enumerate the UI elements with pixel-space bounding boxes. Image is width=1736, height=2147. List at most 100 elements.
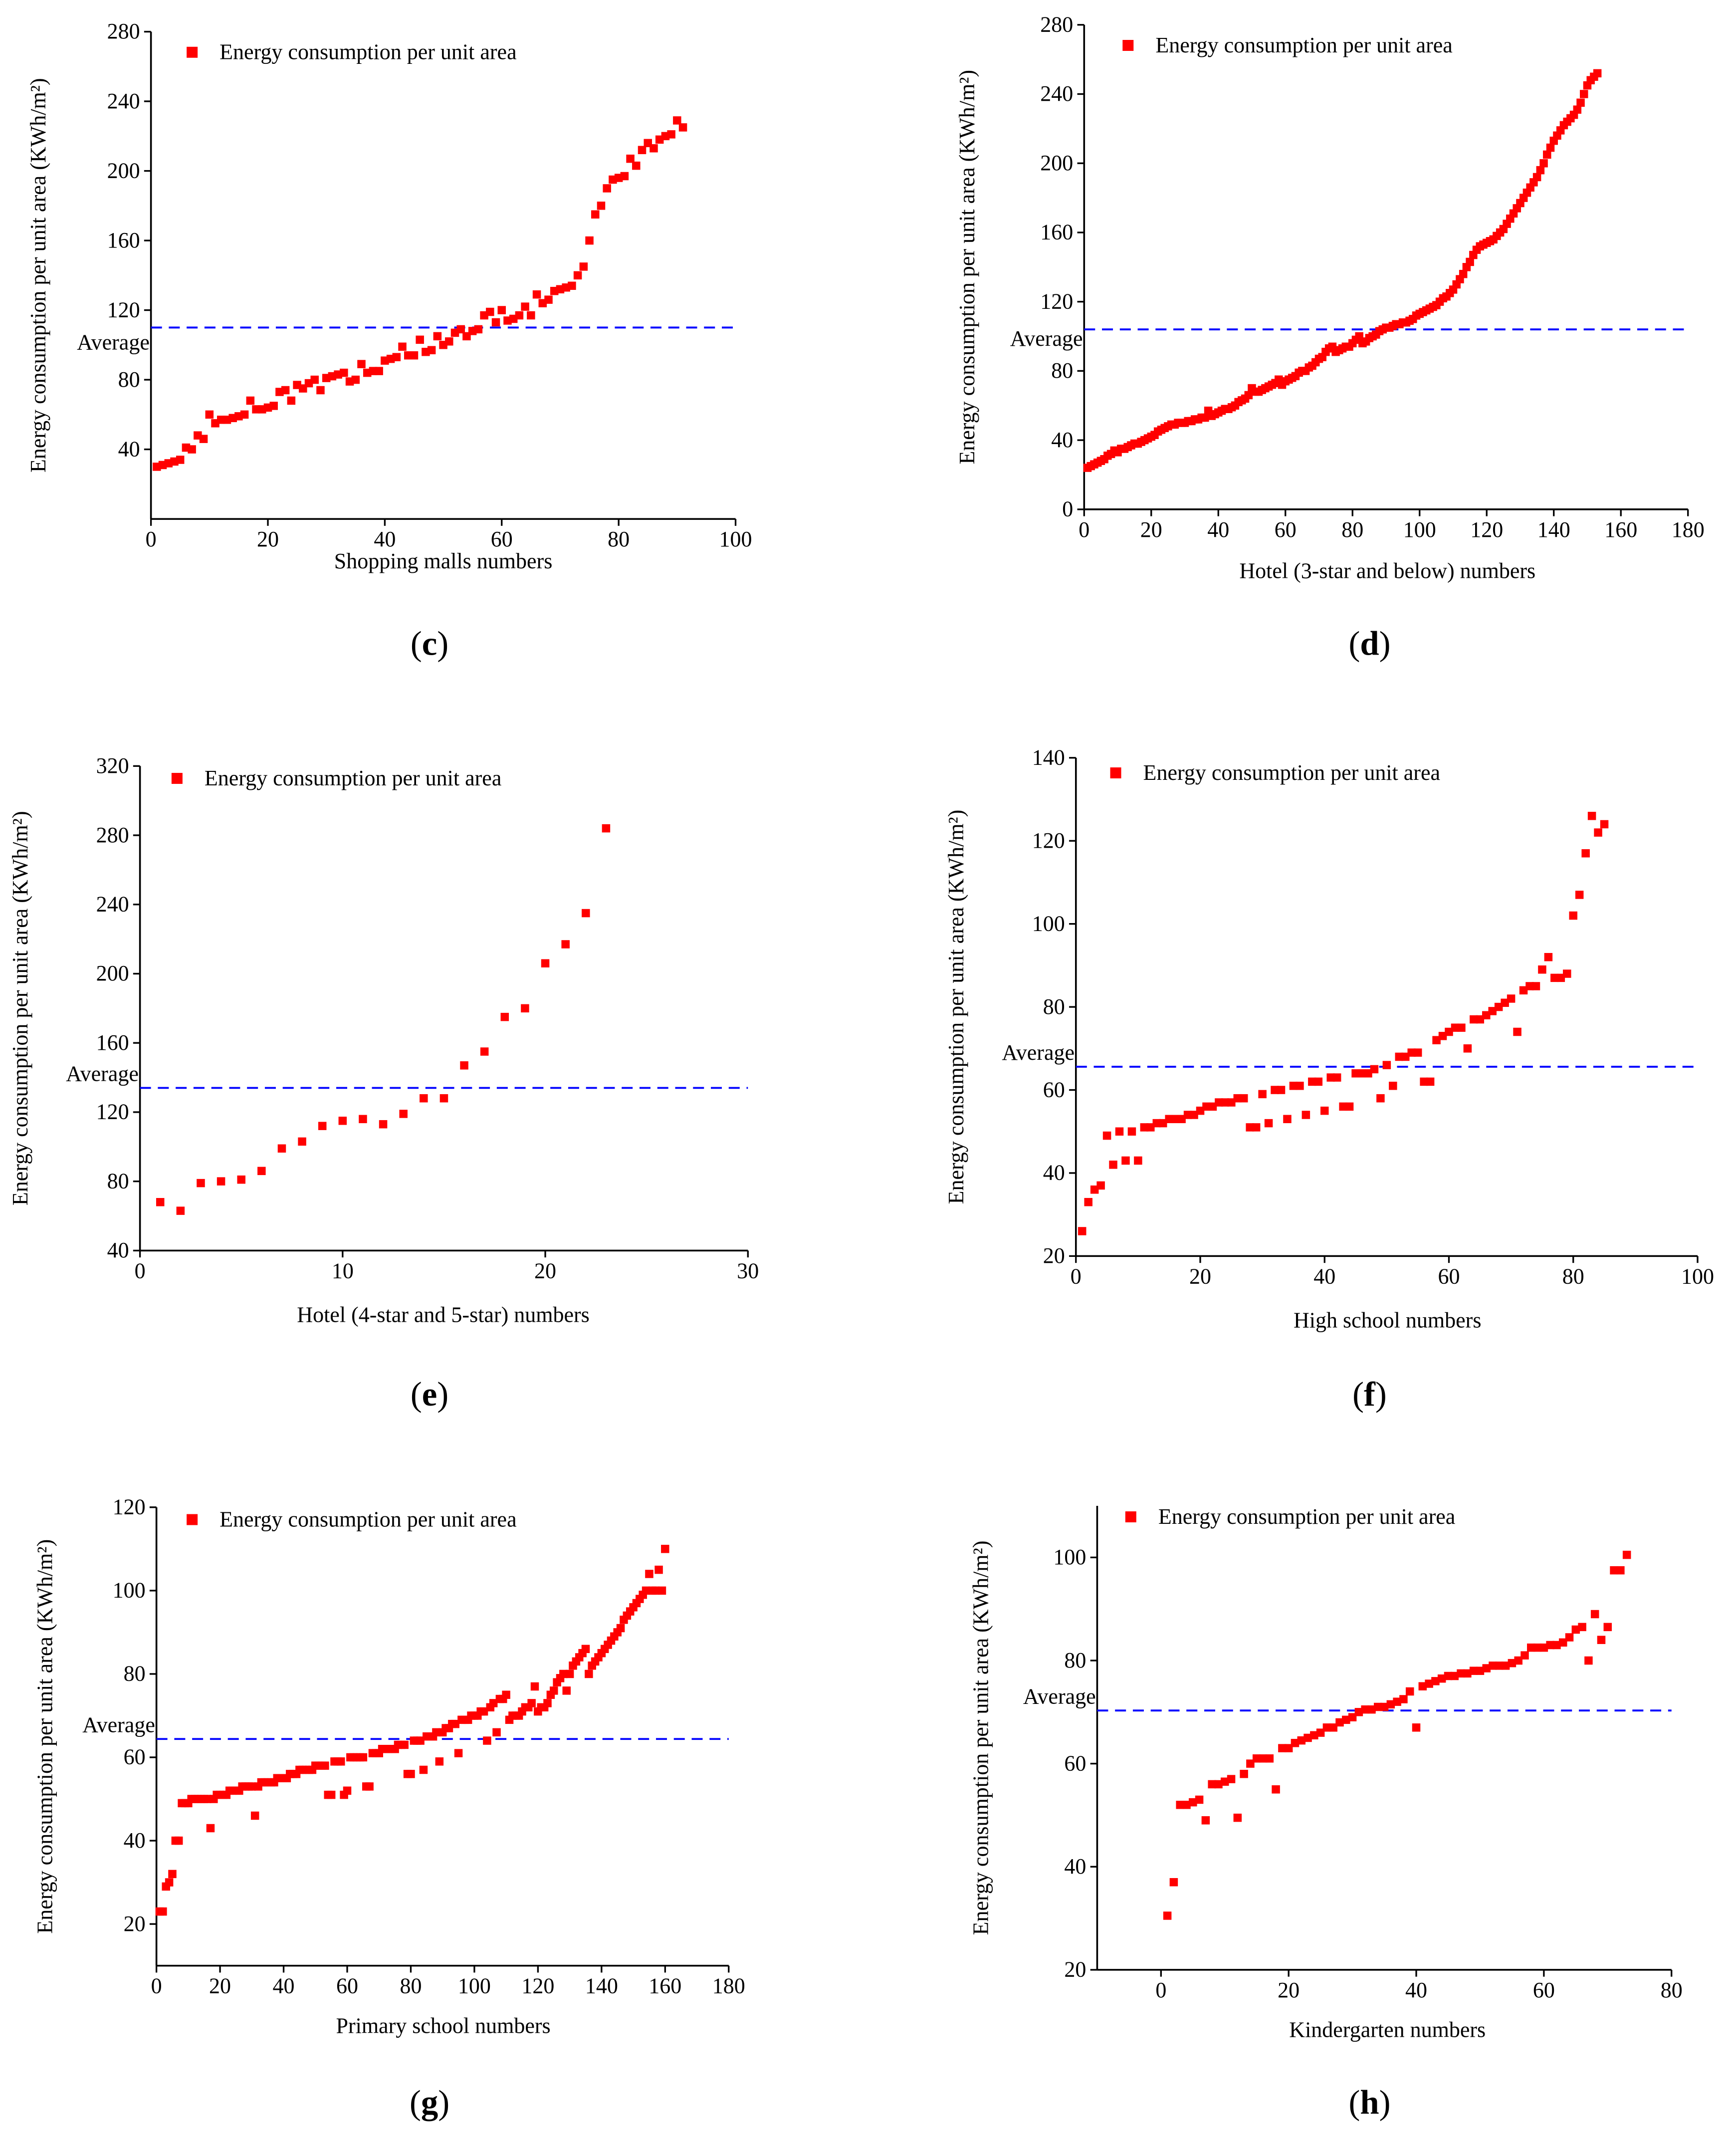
panel-caption: (f) — [1352, 1375, 1387, 1413]
caption-paren: ) — [1379, 624, 1391, 662]
legend-marker — [187, 1514, 198, 1525]
data-point — [562, 1686, 571, 1695]
x-tick-label: 80 — [400, 1974, 422, 1998]
data-point — [359, 1753, 368, 1762]
data-point — [197, 1179, 205, 1188]
data-point — [199, 435, 208, 443]
data-point — [1463, 1044, 1472, 1053]
x-tick-label: 20 — [209, 1974, 231, 1998]
data-point — [492, 1728, 501, 1737]
data-point — [568, 281, 576, 290]
data-point — [1451, 1023, 1460, 1032]
data-point — [1283, 1115, 1292, 1124]
y-tick-label: 160 — [1040, 220, 1073, 244]
data-point — [399, 1110, 408, 1118]
data-point — [1495, 1662, 1504, 1670]
data-point — [486, 307, 494, 316]
data-point — [1457, 1023, 1466, 1032]
y-tick-label: 60 — [124, 1745, 146, 1769]
data-point — [489, 1699, 498, 1707]
data-point — [1189, 1798, 1197, 1807]
data-point — [257, 1167, 266, 1176]
average-label: Average — [1023, 1684, 1096, 1708]
y-tick-label: 240 — [1040, 81, 1073, 106]
data-point — [1431, 1677, 1440, 1685]
y-tick-label: 80 — [124, 1662, 146, 1686]
data-point — [1302, 1111, 1310, 1119]
data-point — [1246, 1123, 1254, 1132]
data-point — [1622, 1550, 1631, 1559]
x-tick-label: 60 — [336, 1974, 358, 1998]
data-point — [1469, 1667, 1478, 1675]
data-point — [1536, 166, 1545, 175]
data-point — [1233, 1813, 1242, 1822]
y-tick-label: 280 — [96, 823, 129, 847]
y-tick-label: 60 — [1064, 1751, 1086, 1775]
data-point — [456, 325, 465, 334]
data-point — [1507, 994, 1516, 1003]
x-tick-label: 0 — [1079, 517, 1089, 542]
data-point — [1361, 1705, 1369, 1714]
data-point — [1482, 1664, 1491, 1672]
data-point — [1208, 1102, 1217, 1111]
data-point — [1289, 1081, 1298, 1090]
data-point — [642, 1586, 651, 1595]
data-point — [500, 1012, 509, 1021]
data-point — [287, 396, 296, 405]
chart-g: 0 20 40 60 80 100 120 140 160 180 20 40 60 80 100 120 Av… — [33, 1495, 745, 2122]
panel-caption: (c) — [411, 624, 448, 662]
data-point — [585, 1670, 593, 1678]
data-point — [1459, 269, 1468, 278]
data-point — [1310, 1731, 1318, 1740]
data-point — [1565, 1633, 1574, 1642]
data-point — [527, 311, 535, 320]
y-axis-label: Energy consumption per unit area (KWh/m²… — [969, 1541, 993, 1935]
data-point — [1351, 1069, 1360, 1078]
data-point — [1165, 1115, 1173, 1124]
data-point — [1569, 911, 1577, 920]
average-label: Average — [82, 1712, 155, 1737]
data-point — [1519, 986, 1528, 995]
data-point — [1520, 1651, 1529, 1660]
data-point — [1259, 1754, 1268, 1763]
y-tick-label: 120 — [1032, 828, 1065, 853]
x-tick-label: 0 — [135, 1258, 146, 1283]
data-point — [565, 1670, 574, 1678]
data-point — [1539, 1643, 1548, 1652]
data-point — [1297, 1736, 1306, 1745]
data-point — [1552, 1641, 1561, 1650]
data-point — [1326, 1073, 1335, 1082]
x-tick-label: 20 — [1189, 1264, 1211, 1288]
data-point — [1603, 1623, 1612, 1632]
x-tick-label: 120 — [1470, 517, 1503, 542]
data-point — [1196, 1106, 1205, 1115]
data-point — [541, 959, 550, 967]
data-point — [1563, 969, 1571, 978]
data-point — [1513, 1027, 1521, 1036]
x-tick-label: 40 — [374, 527, 396, 551]
data-point — [1573, 105, 1582, 114]
data-point — [1581, 849, 1590, 858]
data-point — [530, 1682, 539, 1691]
y-tick-label: 140 — [1032, 745, 1065, 770]
data-point — [651, 1586, 660, 1595]
data-point — [1556, 973, 1565, 982]
data-point — [1364, 1069, 1372, 1078]
y-tick-label: 80 — [1043, 994, 1065, 1019]
data-point — [1221, 1777, 1229, 1786]
caption-paren: ( — [1352, 1375, 1364, 1413]
data-point — [497, 306, 506, 314]
y-tick-label: 40 — [1051, 428, 1073, 452]
x-tick-label: 20 — [257, 527, 279, 551]
data-point — [559, 1670, 568, 1678]
data-point — [1437, 1674, 1446, 1683]
data-point — [237, 1175, 245, 1184]
data-point — [1171, 1115, 1180, 1124]
data-point — [1355, 332, 1363, 341]
panel-caption: (g) — [410, 2084, 449, 2122]
data-point — [439, 1094, 448, 1103]
x-tick-label: 80 — [1341, 517, 1363, 542]
data-point — [620, 172, 629, 181]
caption-letter: f — [1364, 1375, 1376, 1413]
